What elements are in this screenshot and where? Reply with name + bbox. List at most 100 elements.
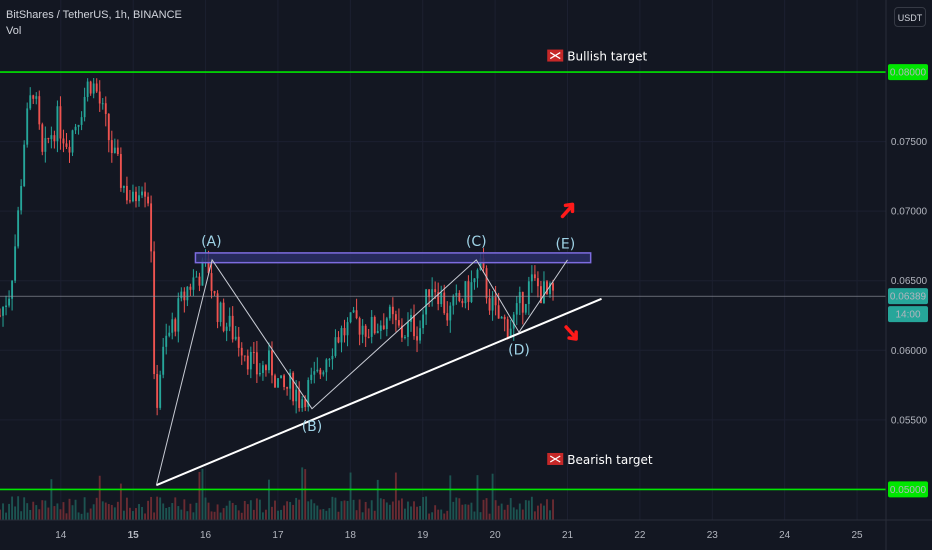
candle-body [225, 326, 228, 331]
volume-bar [95, 497, 98, 520]
volume-bar [119, 483, 122, 520]
x-tick-label: 18 [345, 530, 357, 541]
candle-body [428, 289, 431, 298]
volume-bar [355, 510, 358, 520]
candle-body [177, 298, 180, 332]
candle-body [14, 246, 17, 281]
volume-bar [349, 472, 352, 520]
candle-body [20, 186, 23, 211]
price-label-box [888, 288, 928, 305]
volume-bar [283, 505, 286, 520]
volume-bar [255, 498, 258, 520]
volume-bar [225, 505, 228, 520]
volume-bar [470, 502, 473, 520]
volume-bar [491, 473, 494, 520]
wave-label: (E) [555, 237, 575, 253]
candle-body [189, 286, 192, 290]
candle-body [497, 305, 500, 319]
volume-bar [379, 498, 382, 520]
volume-bar [367, 508, 370, 520]
volume-bar [422, 497, 425, 520]
candle-body [252, 351, 255, 353]
candle-body [186, 286, 189, 301]
candle-body [382, 325, 385, 329]
candle-body [201, 259, 204, 286]
volume-bar [458, 498, 461, 520]
volume-bar [500, 503, 503, 520]
volume-bar [527, 500, 530, 520]
candle-body [322, 372, 325, 375]
candle-body [449, 305, 452, 321]
volume-bar [352, 499, 355, 520]
x-tick-label: 19 [417, 530, 429, 541]
candle-body [171, 319, 174, 333]
candle-body [512, 314, 515, 329]
volume-bar [515, 509, 518, 520]
volume-bar [150, 496, 153, 520]
volume-bar [543, 505, 545, 520]
candle-body [92, 83, 95, 94]
candle-body [458, 292, 461, 301]
candle-body [180, 291, 183, 299]
volume-bar [443, 513, 446, 520]
volume-bar [201, 468, 204, 520]
candle-body [165, 335, 168, 347]
candle-body [316, 369, 319, 372]
volume-bar [135, 508, 137, 520]
candle-body [352, 310, 355, 313]
volume-bar [286, 501, 289, 520]
volume-bar [162, 503, 165, 520]
candle-body [379, 325, 382, 331]
x-tick-label: 20 [490, 530, 502, 541]
volume-bar [204, 497, 207, 520]
candle-body [283, 375, 286, 388]
candle-body [334, 337, 337, 356]
volume-bar [86, 512, 89, 520]
candle-body [340, 328, 343, 343]
volume-bar [476, 475, 479, 520]
volume-bar [404, 508, 406, 520]
x-tick-label: 14 [55, 530, 67, 541]
candle-body [168, 332, 171, 336]
candle-body [307, 380, 310, 408]
volume-bar [373, 510, 376, 520]
candle-body [328, 359, 331, 361]
countdown-label: 14:00 [895, 310, 920, 321]
volume-bar [428, 513, 431, 520]
volume-bar [419, 505, 421, 520]
candle-body [404, 336, 406, 338]
candle-body [50, 135, 53, 140]
candle-body [443, 292, 446, 314]
candle-body [419, 328, 421, 341]
candle-body [8, 298, 11, 306]
resistance-zone[interactable] [194, 252, 592, 264]
candle-body [473, 278, 476, 283]
volume-bar [540, 503, 542, 520]
volume-bar [400, 498, 403, 520]
volume-bar [38, 509, 41, 520]
volume-bar [407, 501, 409, 520]
candle-body [540, 286, 542, 304]
volume-bar [307, 501, 310, 520]
volume-indicator-label[interactable]: Vol [6, 25, 22, 37]
candle-body [434, 289, 437, 293]
volume-bar [488, 513, 491, 520]
volume-bar [512, 507, 515, 520]
candle-body [71, 130, 74, 153]
volume-bar [192, 512, 195, 520]
candle-body [234, 336, 237, 340]
currency-button[interactable]: USDT [894, 7, 926, 27]
wave-path[interactable] [155, 258, 568, 486]
candle-body [277, 378, 279, 388]
volume-bar [195, 502, 198, 520]
candle-body [62, 138, 65, 144]
price-label: 0.06389 [890, 292, 927, 303]
volume-bar [337, 511, 340, 520]
trend-line[interactable] [155, 297, 602, 487]
volume-bar [234, 505, 237, 520]
candle-body [237, 336, 240, 348]
volume-bar [264, 509, 267, 520]
volume-bar [479, 512, 482, 520]
